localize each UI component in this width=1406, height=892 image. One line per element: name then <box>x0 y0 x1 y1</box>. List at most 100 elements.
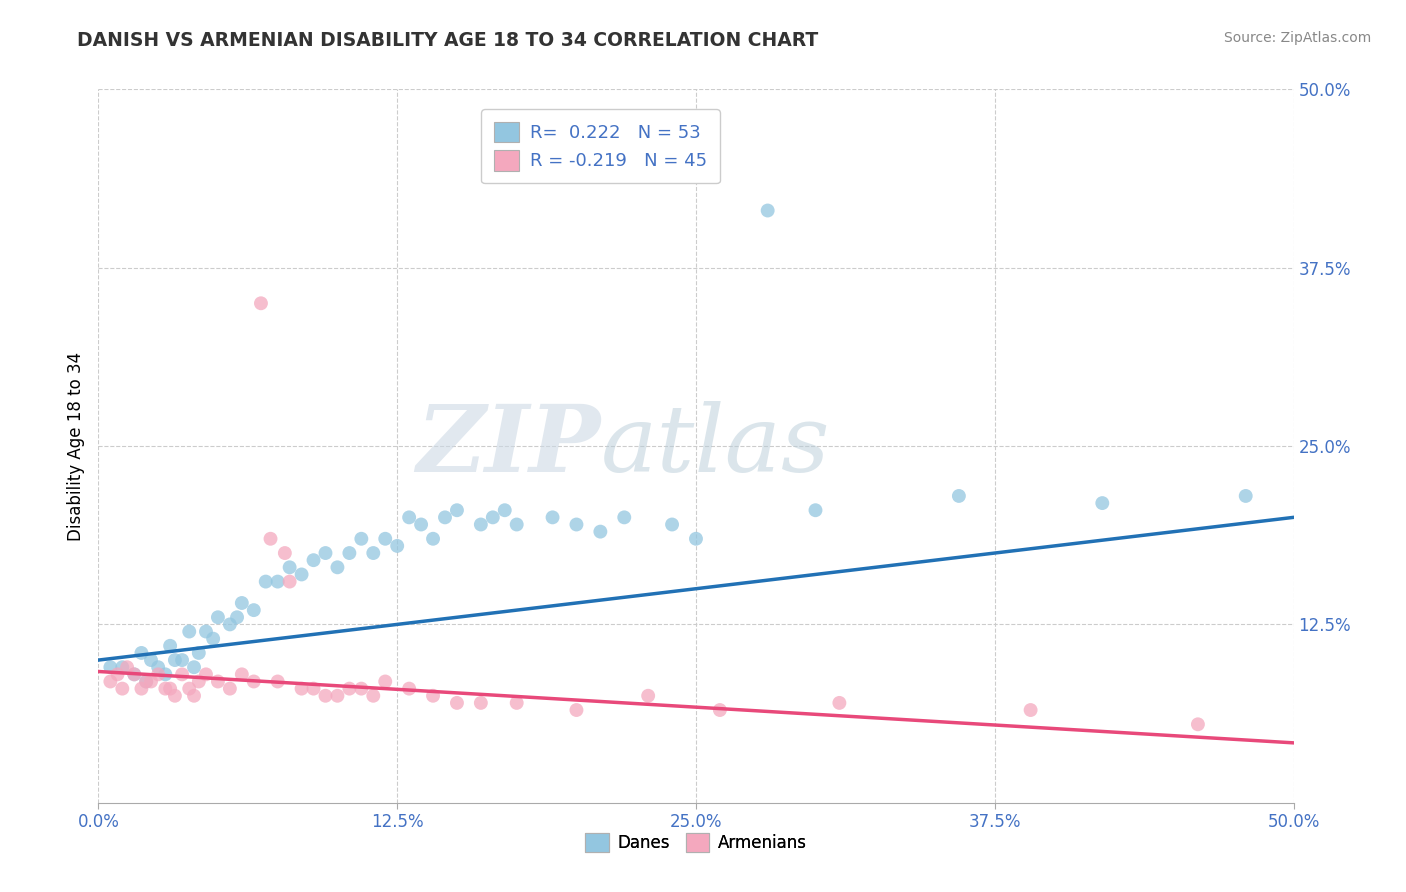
Point <box>179 624 201 639</box>
Point <box>374 532 396 546</box>
Point <box>291 681 314 696</box>
Point <box>207 610 229 624</box>
Point <box>124 667 146 681</box>
Point <box>398 681 420 696</box>
Point <box>124 667 146 681</box>
Point <box>1234 489 1257 503</box>
Point <box>278 560 301 574</box>
Point <box>98 674 122 689</box>
Point <box>98 660 122 674</box>
Point <box>541 510 564 524</box>
Point <box>1187 717 1209 731</box>
Point <box>422 689 444 703</box>
Point <box>948 489 970 503</box>
Point <box>756 203 779 218</box>
Point <box>250 296 273 310</box>
Point <box>159 681 181 696</box>
Point <box>828 696 851 710</box>
Point <box>267 674 290 689</box>
Point <box>506 517 529 532</box>
Point <box>179 681 201 696</box>
Point <box>148 660 170 674</box>
Point <box>278 574 301 589</box>
Point <box>139 653 162 667</box>
Point <box>183 660 205 674</box>
Point <box>163 653 186 667</box>
Point <box>446 696 468 710</box>
Point <box>326 689 349 703</box>
Point <box>254 574 277 589</box>
Point <box>315 546 337 560</box>
Point <box>131 646 153 660</box>
Point <box>470 517 492 532</box>
Point <box>374 674 396 689</box>
Point <box>187 646 209 660</box>
Point <box>163 689 186 703</box>
Point <box>565 517 588 532</box>
Point <box>131 681 153 696</box>
Text: Source: ZipAtlas.com: Source: ZipAtlas.com <box>1223 31 1371 45</box>
Point <box>267 574 290 589</box>
Point <box>446 503 468 517</box>
Point <box>291 567 314 582</box>
Point <box>172 667 194 681</box>
Text: DANISH VS ARMENIAN DISABILITY AGE 18 TO 34 CORRELATION CHART: DANISH VS ARMENIAN DISABILITY AGE 18 TO … <box>77 31 818 50</box>
Point <box>326 560 349 574</box>
Point <box>709 703 731 717</box>
Point <box>187 674 209 689</box>
Point <box>135 674 157 689</box>
Point <box>219 681 242 696</box>
Point <box>315 689 337 703</box>
Point <box>350 532 373 546</box>
Point <box>159 639 181 653</box>
Point <box>1091 496 1114 510</box>
Point <box>172 653 194 667</box>
Point <box>613 510 636 524</box>
Point <box>231 667 253 681</box>
Point <box>139 674 162 689</box>
Point <box>637 689 659 703</box>
Point <box>111 681 134 696</box>
Point <box>135 674 157 689</box>
Point <box>195 667 218 681</box>
Point <box>226 610 249 624</box>
Point <box>481 510 505 524</box>
Point <box>339 681 361 696</box>
Point <box>506 696 529 710</box>
Y-axis label: Disability Age 18 to 34: Disability Age 18 to 34 <box>66 351 84 541</box>
Point <box>804 503 827 517</box>
Point <box>107 667 129 681</box>
Point <box>398 510 420 524</box>
Point <box>155 681 177 696</box>
Point <box>259 532 281 546</box>
Point <box>148 667 170 681</box>
Point <box>565 703 588 717</box>
Point <box>385 539 409 553</box>
Point <box>339 546 361 560</box>
Point <box>470 696 492 710</box>
Point <box>115 660 138 674</box>
Point <box>1019 703 1042 717</box>
Text: ZIP: ZIP <box>416 401 600 491</box>
Point <box>589 524 612 539</box>
Point <box>207 674 229 689</box>
Point <box>274 546 297 560</box>
Point <box>434 510 457 524</box>
Point <box>302 681 325 696</box>
Point <box>685 532 707 546</box>
Legend: Danes, Armenians: Danes, Armenians <box>578 826 814 859</box>
Point <box>363 546 385 560</box>
Point <box>231 596 253 610</box>
Point <box>243 603 266 617</box>
Point <box>202 632 225 646</box>
Point <box>195 624 218 639</box>
Point <box>494 503 516 517</box>
Point <box>111 660 134 674</box>
Point <box>302 553 325 567</box>
Point <box>422 532 444 546</box>
Point <box>363 689 385 703</box>
Point <box>411 517 433 532</box>
Point <box>155 667 177 681</box>
Point <box>183 689 205 703</box>
Point <box>661 517 683 532</box>
